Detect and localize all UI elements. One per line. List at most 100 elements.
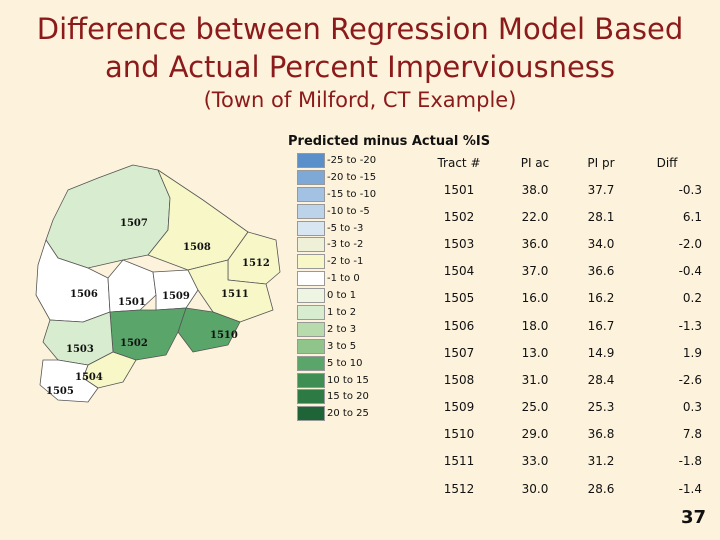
map-label-1507: 1507 [120, 218, 148, 229]
legend-label: 3 to 5 [327, 340, 357, 352]
table-cell: -1.3 [678, 318, 702, 333]
map-label-1503: 1503 [66, 344, 94, 355]
table-cell: 38.0 [521, 182, 549, 197]
page-number: 37 [680, 507, 706, 528]
data-table: Tract # PI ac PI pr Diff 1501 38.0 37.7 -0.… [418, 150, 702, 502]
legend-swatch [297, 304, 325, 320]
subtitle: (Town of Milford, CT Example) [203, 88, 517, 112]
table-cell: 1503 [443, 236, 475, 251]
legend-item: 2 to 3 [297, 321, 376, 338]
legend-swatch [297, 372, 325, 388]
legend-label: -5 to -3 [327, 222, 364, 234]
table-cell: 29.0 [521, 427, 549, 442]
legend-label: 5 to 10 [327, 357, 363, 369]
map-label-1505: 1505 [46, 386, 74, 397]
table-row: 1503 36.0 34.0 -2.0 [418, 230, 702, 257]
legend-title: Predicted minus Actual %IS [288, 134, 491, 149]
legend-label: 20 to 25 [327, 408, 369, 420]
map-label-1502: 1502 [120, 338, 148, 349]
title-line-1: Difference between Regression Model Base… [36, 12, 684, 46]
table-cell: 18.0 [521, 318, 549, 333]
header-diff: Diff [656, 156, 678, 170]
table-cell: 25.3 [587, 400, 615, 415]
table-cell: 28.4 [587, 372, 615, 387]
legend-item: -20 to -15 [297, 169, 376, 186]
table-cell: 33.0 [521, 454, 549, 469]
table-cell: 16.7 [587, 318, 615, 333]
legend-item: 0 to 1 [297, 287, 376, 304]
table-cell: -2.6 [678, 372, 702, 387]
table-body: 1501 38.0 37.7 -0.3 1502 22.0 28.1 6.1 1503 36.0 3… [418, 176, 702, 502]
table-cell: 1509 [443, 400, 475, 415]
table-cell: 1506 [443, 318, 475, 333]
table-row: 1504 37.0 36.6 -0.4 [418, 258, 702, 285]
table-cell: -0.3 [678, 182, 702, 197]
legend-item: -2 to -1 [297, 253, 376, 270]
legend-swatch [297, 220, 325, 236]
map-label-1506: 1506 [70, 289, 98, 300]
table-header-row: Tract # PI ac PI pr Diff [418, 150, 702, 176]
table-row: 1505 16.0 16.2 0.2 [418, 285, 702, 312]
legend-item: 5 to 10 [297, 355, 376, 372]
header-pi-ac: PI ac [520, 156, 550, 170]
legend-item: -3 to -2 [297, 236, 376, 253]
table-cell: 1507 [443, 345, 475, 360]
legend-swatch [297, 169, 325, 185]
table-cell: 7.8 [682, 427, 702, 442]
table-cell: 1501 [443, 182, 475, 197]
table-cell: 14.9 [587, 345, 615, 360]
table-cell: 0.3 [682, 400, 702, 415]
table-cell: 31.0 [521, 372, 549, 387]
header-tract: Tract # [437, 156, 481, 170]
legend-item: 10 to 15 [297, 372, 376, 389]
table-cell: 1.9 [682, 345, 702, 360]
header-pi-pr: PI pr [587, 156, 615, 170]
table-cell: -2.0 [678, 236, 702, 251]
legend-label: 15 to 20 [327, 391, 369, 403]
legend-swatch [297, 186, 325, 202]
legend-label: 2 to 3 [327, 323, 357, 335]
legend-swatch [297, 321, 325, 337]
table-cell: -1.4 [678, 481, 702, 496]
table-cell: 28.6 [587, 481, 615, 496]
table-cell: 31.2 [587, 454, 615, 469]
table-cell: 1504 [443, 264, 475, 279]
legend-item: 15 to 20 [297, 388, 376, 405]
table-cell: 16.2 [587, 291, 615, 306]
legend-label: -10 to -5 [327, 205, 370, 217]
legend-item: 3 to 5 [297, 338, 376, 355]
table-cell: 22.0 [521, 209, 549, 224]
table-row: 1506 18.0 16.7 -1.3 [418, 312, 702, 339]
table-cell: 34.0 [587, 236, 615, 251]
table-cell: 25.0 [521, 400, 549, 415]
map-label-1504: 1504 [75, 372, 103, 383]
legend-swatch [297, 389, 325, 405]
map-label-1512: 1512 [242, 258, 270, 269]
table-row: 1507 13.0 14.9 1.9 [418, 339, 702, 366]
legend-swatch [297, 254, 325, 270]
legend-swatch [297, 152, 325, 168]
table-row: 1502 22.0 28.1 6.1 [418, 203, 702, 230]
table-cell: 1511 [443, 454, 475, 469]
legend-swatch [297, 338, 325, 354]
legend-label: -1 to 0 [327, 273, 360, 285]
table-row: 1510 29.0 36.8 7.8 [418, 421, 702, 448]
tract-1511 [187, 259, 274, 323]
table-cell: 37.7 [587, 182, 615, 197]
legend-label: -3 to -2 [327, 239, 364, 251]
table-cell: 36.6 [587, 264, 615, 279]
legend-label: 0 to 1 [327, 290, 357, 302]
table-cell: 36.8 [587, 427, 615, 442]
table-cell: 36.0 [521, 236, 549, 251]
map-label-1510: 1510 [210, 330, 238, 341]
legend-swatch [297, 237, 325, 253]
table-cell: 1512 [443, 481, 475, 496]
table-cell: 1502 [443, 209, 475, 224]
legend-item: 1 to 2 [297, 304, 376, 321]
legend-label: 1 to 2 [327, 306, 357, 318]
table-row: 1509 25.0 25.3 0.3 [418, 394, 702, 421]
table-row: 1508 31.0 28.4 -2.6 [418, 366, 702, 393]
tract-map: 1507 1508 1512 1506 1501 1509 1511 1510 … [35, 164, 281, 403]
legend-label: -2 to -1 [327, 256, 364, 268]
table-cell: -0.4 [678, 264, 702, 279]
